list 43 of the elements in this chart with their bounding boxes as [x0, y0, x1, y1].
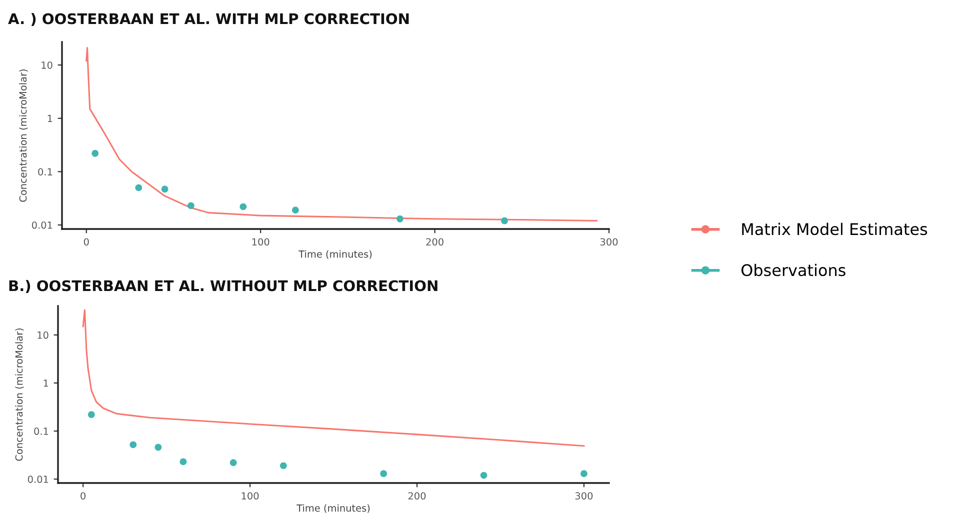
y-tick-label: 0.1 — [38, 168, 52, 176]
point — [230, 459, 237, 466]
point — [130, 441, 137, 448]
point — [88, 411, 95, 418]
x-tick-label: 200 — [426, 238, 444, 246]
point — [396, 215, 404, 222]
x-tick-label: 300 — [575, 492, 593, 500]
point — [280, 462, 287, 470]
point — [480, 472, 488, 479]
point — [501, 217, 508, 224]
line-series — [82, 309, 585, 447]
y-tick-label: 10 — [42, 61, 52, 69]
point — [292, 206, 299, 214]
y-tick-label: 0.1 — [34, 428, 48, 435]
point — [240, 203, 247, 210]
x-tick-label: 100 — [242, 492, 259, 500]
legend-label: Observations — [741, 264, 846, 276]
x-axis-title: Time (minutes) — [296, 504, 370, 513]
y-tick-label: 1 — [44, 380, 48, 387]
x-axis-title: Time (minutes) — [298, 250, 372, 259]
line-series — [86, 47, 598, 222]
point — [380, 470, 388, 478]
point — [92, 150, 99, 157]
chart-title: A. ) OOSTERBAAN ET AL. WITH MLP CORRECTION — [8, 12, 409, 26]
x-tick-label: 300 — [600, 238, 618, 246]
y-axis-title: Concentration (microMolar) — [15, 328, 24, 461]
x-tick-label: 200 — [408, 492, 426, 500]
point — [161, 186, 168, 193]
legend-label: Matrix Model Estimates — [742, 222, 928, 236]
x-tick-label: 0 — [80, 492, 86, 500]
y-axis-title: Concentration (microMolar) — [19, 69, 28, 202]
point — [154, 444, 162, 451]
y-tick-label: 1 — [48, 114, 52, 122]
y-tick-label: 0.01 — [28, 476, 48, 483]
point — [135, 184, 142, 192]
point — [180, 458, 187, 466]
point — [187, 202, 194, 210]
y-tick-label: 0.01 — [32, 221, 52, 229]
y-tick-label: 10 — [38, 331, 48, 339]
point — [580, 470, 588, 478]
x-tick-label: 0 — [84, 238, 89, 246]
chart-title: B.) OOSTERBAAN ET AL. WITHOUT MLP CORRECTION — [9, 280, 438, 293]
x-tick-label: 100 — [252, 238, 270, 246]
